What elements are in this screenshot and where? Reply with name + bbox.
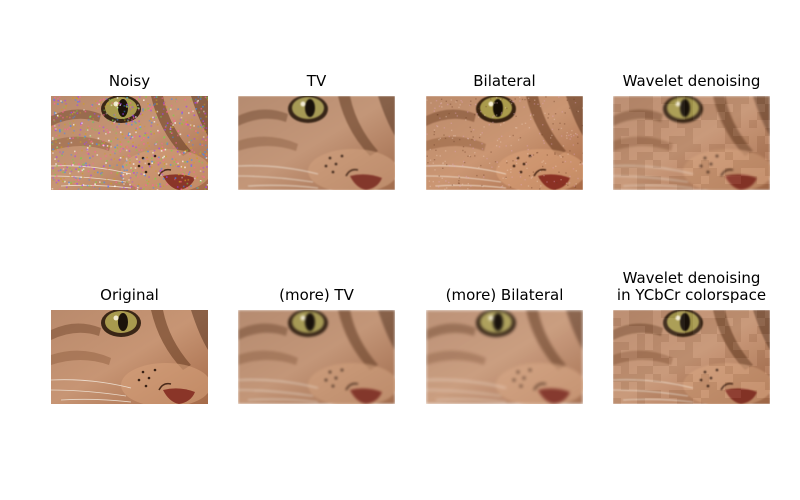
panel-title-line: Wavelet denoising — [622, 72, 761, 90]
cat-image-wavelet-ycbcr — [613, 310, 770, 404]
panel-title: Wavelet denoising in YCbCr colorspace — [573, 270, 800, 304]
panel-title-line: in YCbCr colorspace — [616, 286, 767, 304]
panel-title-line: Bilateral — [473, 72, 536, 90]
cat-image-bilateral — [426, 96, 583, 190]
cat-image-noisy — [51, 96, 208, 190]
cat-image-more-tv — [238, 310, 395, 404]
panel-title: TV — [198, 73, 435, 90]
panel-title-line: Original — [100, 286, 159, 304]
panel-title-line: Noisy — [108, 72, 151, 90]
panel-title-line: TV — [306, 72, 327, 90]
panel-title: Wavelet denoising — [573, 73, 800, 90]
cat-image-wavelet — [613, 96, 770, 190]
panel-title: Original — [11, 287, 248, 304]
cat-image-more-bilateral — [426, 310, 583, 404]
cat-image-original — [51, 310, 208, 404]
panel-title: (more) TV — [198, 287, 435, 304]
panel-title-line: (more) Bilateral — [445, 286, 564, 304]
panel-title: (more) Bilateral — [386, 287, 623, 304]
panel-title-line: Wavelet denoising — [622, 269, 761, 287]
panel-title: Bilateral — [386, 73, 623, 90]
cat-image-tv — [238, 96, 395, 190]
panel-title: Noisy — [11, 73, 248, 90]
panel-title-line: (more) TV — [279, 286, 354, 304]
